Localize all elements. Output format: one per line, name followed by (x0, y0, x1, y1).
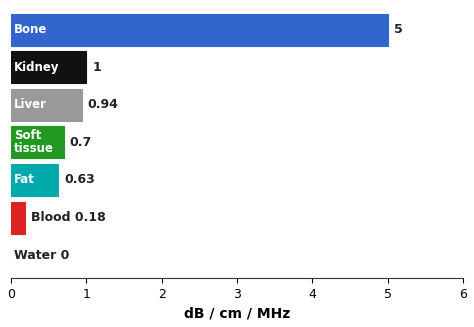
Text: Blood 0.18: Blood 0.18 (30, 211, 105, 224)
Text: 0.7: 0.7 (70, 136, 92, 149)
Text: Bone: Bone (14, 23, 47, 36)
Text: Kidney: Kidney (14, 60, 59, 74)
Text: Fat: Fat (14, 174, 35, 186)
Text: 0.63: 0.63 (64, 174, 95, 186)
Text: 0.94: 0.94 (88, 98, 118, 111)
Text: Liver: Liver (14, 98, 47, 111)
Bar (11, 126, 64, 158)
Text: Water 0: Water 0 (14, 249, 69, 262)
Bar (11, 202, 25, 233)
Text: 1: 1 (92, 60, 101, 74)
Bar (11, 51, 86, 83)
Text: Soft
tissue: Soft tissue (14, 129, 54, 155)
X-axis label: dB / cm / MHz: dB / cm / MHz (184, 306, 290, 320)
Text: 5: 5 (394, 23, 402, 36)
Bar (11, 89, 82, 121)
Bar (11, 164, 58, 196)
Bar (11, 13, 388, 45)
